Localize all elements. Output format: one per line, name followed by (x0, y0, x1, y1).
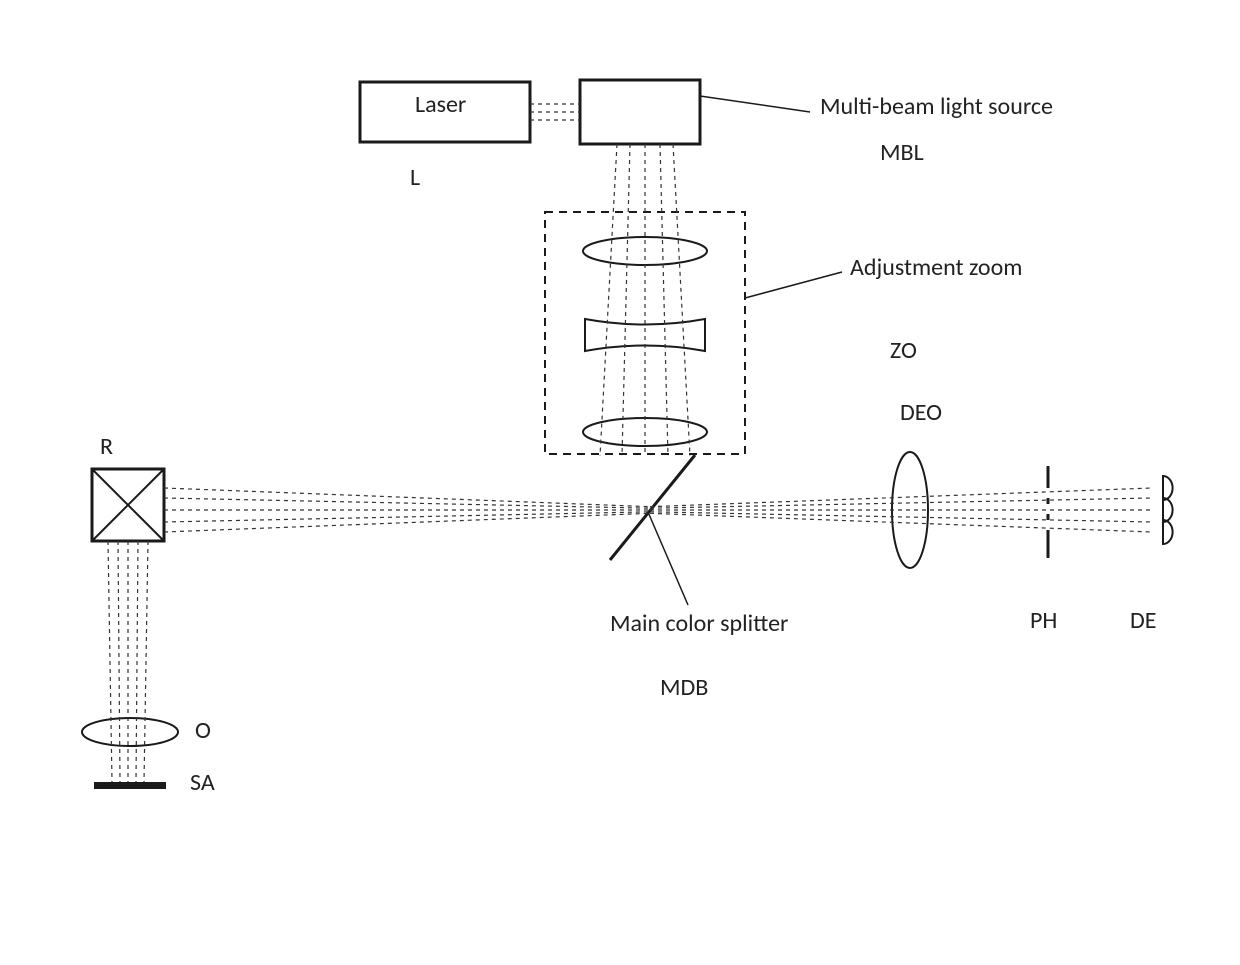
objective-lens (82, 718, 178, 746)
label-ph-abbr: PH (1030, 606, 1057, 635)
label-r-abbr: R (100, 432, 113, 461)
beam (622, 144, 630, 456)
label-mcs-text: Main color splitter (610, 609, 788, 638)
label-sa-abbr: SA (190, 768, 215, 797)
detector-1 (1163, 498, 1173, 522)
beam (600, 144, 617, 456)
label-mbl-abbr: MBL (880, 138, 924, 167)
label-deo-abbr: DEO (900, 398, 942, 427)
label-zoom-abbr: ZO (890, 336, 917, 365)
beam (650, 513, 1152, 532)
beam (164, 498, 650, 508)
label-mbl-text: Multi-beam light source (820, 92, 1053, 121)
sample-bar (94, 782, 166, 789)
beam (164, 488, 650, 507)
beam (650, 512, 1152, 522)
beam (164, 513, 650, 532)
beam (650, 488, 1152, 507)
label-mdb-abbr: MDB (660, 673, 708, 702)
label-zoom-text: Adjustment zoom (850, 253, 1022, 282)
beam (164, 512, 650, 522)
leader-zoom (745, 272, 842, 298)
mbl-box (580, 80, 700, 144)
label-de-abbr: DE (1130, 606, 1156, 635)
beam (650, 498, 1152, 508)
leader-mcs (648, 512, 688, 605)
beam (660, 144, 668, 456)
label-l-abbr: L (410, 163, 420, 192)
label-laser: Laser (415, 90, 466, 119)
beam (673, 144, 690, 456)
detector-2 (1163, 520, 1173, 544)
label-o-abbr: O (195, 716, 211, 745)
detector-0 (1163, 476, 1173, 500)
leader-mbl (700, 96, 810, 112)
